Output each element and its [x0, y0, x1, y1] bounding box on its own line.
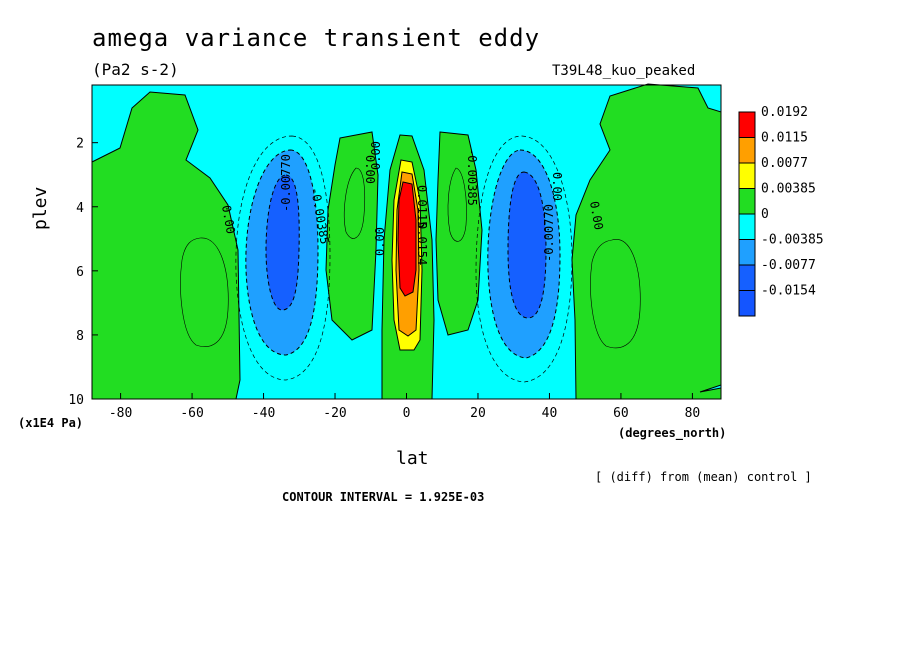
contour-interval: CONTOUR INTERVAL = 1.925E-03: [282, 490, 485, 504]
legend-label-7: -0.0154: [761, 284, 816, 299]
legend-label-3: 0.00385: [761, 182, 816, 197]
y-tick-label-4: 10: [68, 393, 84, 408]
x-tick-label-8: 80: [685, 406, 701, 421]
region-left-inner-positive: [325, 131, 379, 341]
contour-label-6: 0.00: [373, 227, 387, 256]
x-tick-label-3: -20: [323, 406, 346, 421]
x-tick-label-6: 40: [542, 406, 558, 421]
x-axis-unit: (degrees_north): [618, 426, 727, 440]
contour-label-12: 0.00: [587, 200, 606, 231]
region-right-positive: [571, 83, 722, 400]
plot-area: 0.00 -0.00770 -0.00385 0.00 0.00 0.00 0.…: [91, 83, 722, 400]
contour-right-outer-dash: [475, 135, 573, 383]
contour-label-2: -0.00770: [279, 154, 293, 212]
contour-label-10: -0.00770: [542, 204, 556, 262]
x-tick-label-7: 60: [613, 406, 629, 421]
y-axis-unit: (x1E4 Pa): [18, 416, 84, 430]
contour-label-7: 0.0115: [415, 185, 429, 228]
legend-label-4: 0: [761, 207, 769, 222]
region-right-negative-deep: [507, 171, 547, 319]
contour-label-1: 0.00: [219, 204, 238, 235]
region-left-negative-deep: [265, 174, 300, 311]
region-central-red: [397, 181, 417, 297]
legend-label-5: -0.00385: [761, 233, 824, 248]
x-tick-label-2: -40: [252, 406, 275, 421]
contour-left-outer-dash: [235, 135, 331, 381]
legend-swatch-2: [738, 162, 756, 189]
legend-label-2: 0.0077: [761, 156, 808, 171]
contour-label-4: 0.00: [363, 155, 377, 184]
x-tick-label-0: -80: [109, 406, 132, 421]
legend-swatch-6: [738, 264, 756, 291]
contour-label-9: -0.00385: [465, 148, 479, 206]
x-tick-label-5: 20: [470, 406, 486, 421]
legend-swatch-0: [738, 111, 756, 138]
contour-left-inner: [180, 237, 229, 347]
region-left-positive: [91, 91, 241, 400]
y-tick-label-0: 2: [76, 137, 84, 152]
contour-right-inner-lobe: [447, 167, 467, 242]
legend-label-0: 0.0192: [761, 105, 808, 120]
y-tick-label-1: 4: [76, 201, 84, 216]
legend: 0.0192 0.0115 0.0077 0.00385 0 -0.00385 -0.007…: [738, 105, 824, 317]
contour-label-8: 0.0154: [415, 222, 429, 265]
run-label: T39L48_kuo_peaked: [552, 63, 696, 79]
diff-note: [ (diff) from (mean) control ]: [595, 470, 812, 484]
legend-label-1: 0.0115: [761, 131, 808, 146]
contour-left-inner-lobe: [344, 167, 366, 239]
x-axis-label: lat: [396, 448, 429, 469]
legend-swatch-7: [738, 290, 756, 317]
legend-swatch-1: [738, 137, 756, 164]
y-axis: 2 4 6 8 10: [68, 137, 98, 408]
x-tick-label-4: 0: [403, 406, 411, 421]
legend-label-6: -0.0077: [761, 258, 816, 273]
legend-swatch-4: [738, 213, 756, 240]
contour-label-11: 0.00: [550, 172, 564, 201]
region-right-inner-positive: [435, 131, 483, 336]
x-tick-label-1: -60: [180, 406, 203, 421]
x-axis: -80 -60 -40 -20 0 20 40 60 80: [109, 393, 700, 421]
contour-right-inner: [590, 239, 641, 349]
contour-label-5: 0.00: [369, 141, 383, 170]
chart-title: amega variance transient eddy: [92, 24, 541, 52]
legend-swatch-5: [738, 239, 756, 266]
y-tick-label-3: 8: [76, 329, 84, 344]
legend-swatch-3: [738, 188, 756, 215]
y-tick-label-2: 6: [76, 265, 84, 280]
chart-units: (Pa2 s-2): [92, 60, 179, 79]
